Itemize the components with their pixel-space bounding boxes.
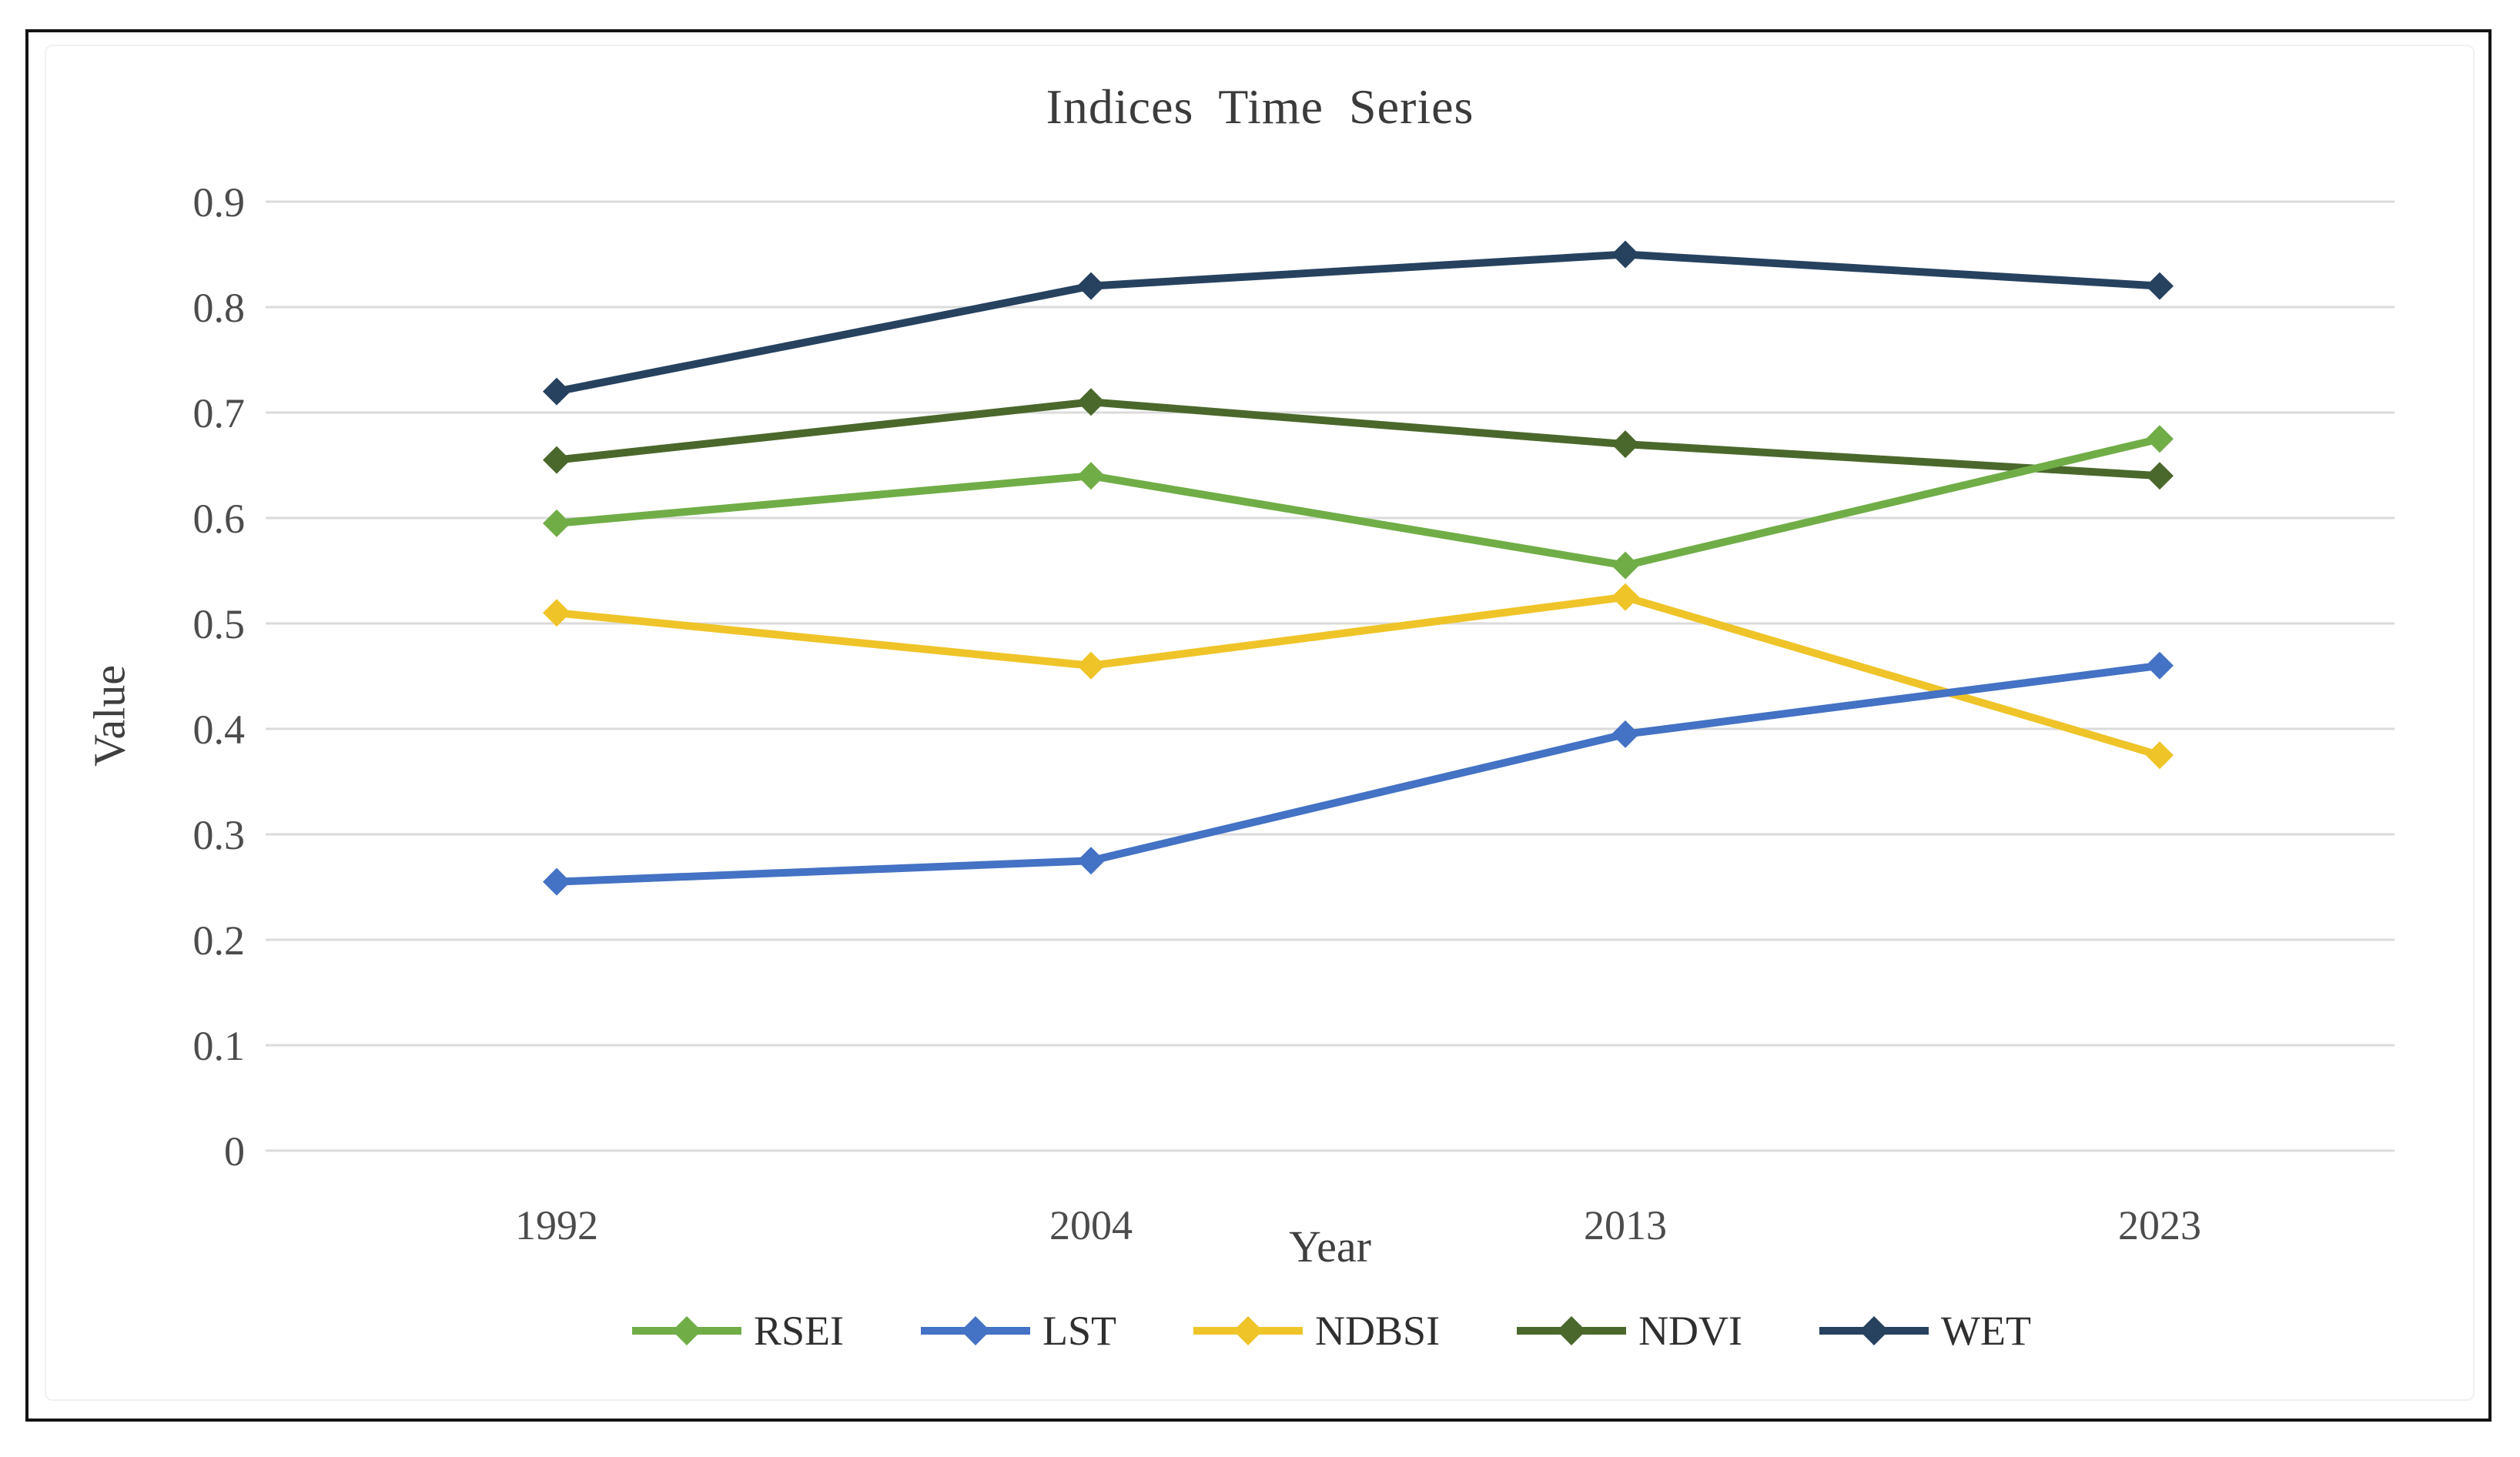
y-tick-label: 0.2 xyxy=(193,917,246,964)
y-tick-label: 0.4 xyxy=(193,707,246,753)
legend-item-WET: WET xyxy=(1816,1307,2031,1355)
legend-marker-NDBSI xyxy=(1193,1316,1304,1345)
data-point-LST-2004 xyxy=(1077,847,1105,875)
y-tick-label: 0.1 xyxy=(193,1023,246,1069)
data-point-NDVI-1992 xyxy=(543,446,571,474)
data-point-WET-1992 xyxy=(543,377,571,406)
y-tick-label: 0.3 xyxy=(193,812,246,858)
data-point-NDVI-2004 xyxy=(1077,388,1105,416)
legend-item-RSEI: RSEI xyxy=(629,1307,844,1355)
data-point-NDBSI-2013 xyxy=(1611,583,1639,611)
series-line-WET xyxy=(553,250,2164,396)
data-point-WET-2023 xyxy=(2146,272,2174,300)
legend-item-NDVI: NDVI xyxy=(1514,1307,1742,1355)
chart-title: Indices Time Series xyxy=(1046,79,1474,134)
x-tick-label: 2004 xyxy=(1049,1202,1133,1248)
y-tick-label: 0.9 xyxy=(193,179,246,226)
x-tick-label: 2023 xyxy=(2118,1202,2201,1248)
data-point-LST-2013 xyxy=(1611,720,1639,748)
data-point-RSEI-2023 xyxy=(2146,425,2174,453)
legend-marker-NDVI xyxy=(1517,1316,1627,1345)
legend-label: RSEI xyxy=(753,1308,845,1354)
series-line-LST xyxy=(553,661,2164,886)
data-point-LST-2023 xyxy=(2146,651,2174,680)
data-point-NDVI-2013 xyxy=(1611,430,1639,459)
data-point-RSEI-2013 xyxy=(1611,551,1639,580)
data-point-NDVI-2023 xyxy=(2146,462,2174,490)
legend-label: NDBSI xyxy=(1315,1308,1441,1354)
series-line-RSEI xyxy=(553,435,2164,570)
legend-item-NDBSI: NDBSI xyxy=(1190,1307,1440,1355)
chart-area-border xyxy=(45,45,2475,1401)
legend: RSEI LST NDBSI NDVI WET xyxy=(266,1307,2395,1355)
y-tick-label: 0.8 xyxy=(193,285,246,331)
data-point-WET-2013 xyxy=(1611,240,1639,269)
legend-label: WET xyxy=(1941,1308,2031,1354)
legend-label: NDVI xyxy=(1638,1308,1743,1354)
y-tick-label: 0.7 xyxy=(193,390,246,436)
data-point-LST-1992 xyxy=(543,867,571,896)
y-tick-label: 0 xyxy=(224,1128,245,1175)
y-tick-label: 0.5 xyxy=(193,601,246,647)
x-tick-label: 1992 xyxy=(515,1202,598,1248)
legend-marker-LST xyxy=(921,1316,1031,1345)
data-point-NDBSI-2023 xyxy=(2146,741,2174,770)
data-point-RSEI-1992 xyxy=(543,509,571,537)
series-line-NDBSI xyxy=(553,593,2164,760)
x-axis-title: Year xyxy=(1289,1221,1371,1272)
figure-frame xyxy=(25,29,2492,1422)
data-point-NDBSI-2004 xyxy=(1077,651,1105,680)
legend-label: LST xyxy=(1042,1308,1117,1354)
series-line-NDVI xyxy=(553,398,2164,480)
data-point-RSEI-2004 xyxy=(1077,462,1105,490)
x-tick-label: 2013 xyxy=(1584,1202,1667,1248)
y-tick-label: 0.6 xyxy=(193,496,246,542)
data-point-NDBSI-1992 xyxy=(543,599,571,627)
legend-marker-RSEI xyxy=(631,1316,741,1345)
legend-marker-WET xyxy=(1819,1316,1929,1345)
legend-item-LST: LST xyxy=(918,1307,1116,1355)
data-point-WET-2004 xyxy=(1077,272,1105,300)
